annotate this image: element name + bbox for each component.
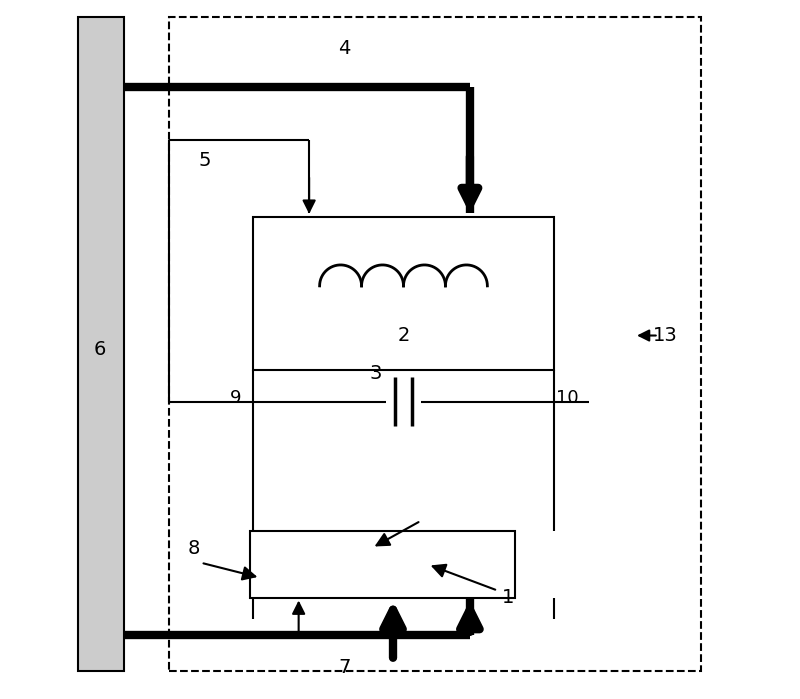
Text: 4: 4 — [338, 39, 350, 59]
Text: 9: 9 — [230, 389, 242, 408]
Bar — [250, 531, 515, 598]
Text: 13: 13 — [654, 326, 678, 345]
Text: 1: 1 — [502, 588, 514, 607]
Text: 6: 6 — [94, 340, 106, 359]
Bar — [78, 17, 124, 671]
Bar — [254, 217, 554, 370]
Text: 2: 2 — [398, 326, 410, 345]
Bar — [170, 17, 701, 671]
Text: 7: 7 — [338, 658, 350, 677]
Text: 10: 10 — [557, 389, 579, 408]
Text: 8: 8 — [188, 539, 200, 559]
Text: 3: 3 — [370, 364, 382, 384]
Text: 5: 5 — [198, 151, 210, 171]
